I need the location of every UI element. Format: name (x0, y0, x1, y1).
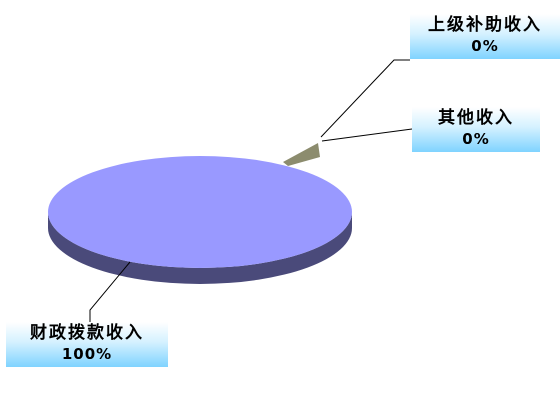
leader-line-superior (320, 59, 410, 138)
data-label-other: 其他收入 0% (412, 107, 540, 152)
data-label-fiscal-name: 财政拨款收入 (30, 323, 144, 343)
pie-slice-fiscal-side (48, 212, 352, 284)
data-label-other-name: 其他收入 (438, 108, 514, 128)
pie-slice-other (283, 143, 320, 166)
data-label-other-pct: 0% (462, 130, 490, 148)
data-label-fiscal-pct: 100% (61, 345, 113, 363)
leader-line-other (321, 128, 413, 142)
data-label-superior-name: 上级补助收入 (428, 15, 542, 35)
data-label-superior-pct: 0% (471, 37, 499, 55)
pie-slice-fiscal-top (48, 156, 352, 268)
data-label-fiscal: 财政拨款收入 100% (6, 322, 168, 367)
data-label-superior: 上级补助收入 0% (410, 14, 560, 59)
leader-line-fiscal (89, 261, 131, 322)
